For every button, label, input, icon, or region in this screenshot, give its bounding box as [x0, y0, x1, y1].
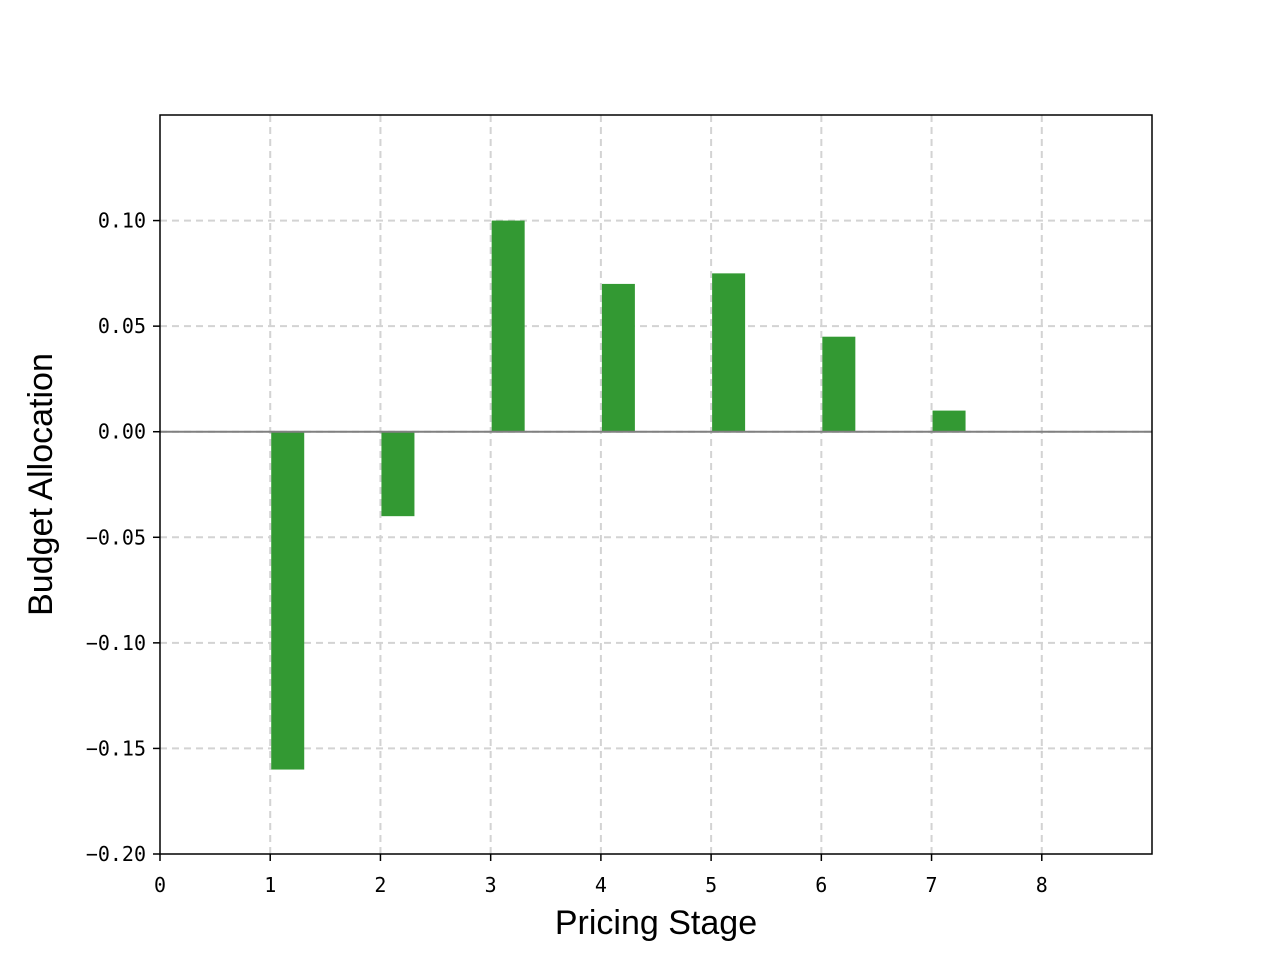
y-tick-label: 0.10 — [98, 209, 146, 233]
y-tick-label: 0.05 — [98, 314, 146, 338]
y-tick-label: −0.10 — [86, 631, 146, 655]
bar-series — [271, 220, 966, 770]
y-axis-label: Budget Allocation — [22, 353, 60, 616]
bar-stage-3 — [491, 220, 525, 432]
bar-stage-2 — [381, 431, 415, 517]
y-tick-label: 0.00 — [98, 420, 146, 444]
x-tick-label: 0 — [154, 873, 166, 897]
x-tick-label: 7 — [926, 873, 938, 897]
x-tick-label: 1 — [264, 873, 276, 897]
x-tick-label: 4 — [595, 873, 607, 897]
x-tick-label: 3 — [485, 873, 497, 897]
plot-frame — [159, 114, 1153, 855]
axis-ticks: 0 1 2 3 4 5 6 7 8 −0.20 −0.15 −0.10 −0.05 0.00 0.05 0.1… — [86, 209, 1048, 897]
x-tick-label: 2 — [374, 873, 386, 897]
bar-stage-5 — [712, 273, 746, 432]
y-tick-label: −0.05 — [86, 525, 146, 549]
bar-stage-1 — [271, 431, 305, 770]
bar-stage-6 — [822, 336, 856, 432]
bar-stage-7 — [932, 410, 966, 432]
x-tick-label: 6 — [815, 873, 827, 897]
y-tick-label: −0.15 — [86, 736, 146, 760]
x-tick-label: 5 — [705, 873, 717, 897]
bar-stage-4 — [601, 283, 635, 432]
y-tick-label: −0.20 — [86, 842, 146, 866]
x-axis-label: Pricing Stage — [555, 904, 757, 942]
x-tick-label: 8 — [1036, 873, 1048, 897]
